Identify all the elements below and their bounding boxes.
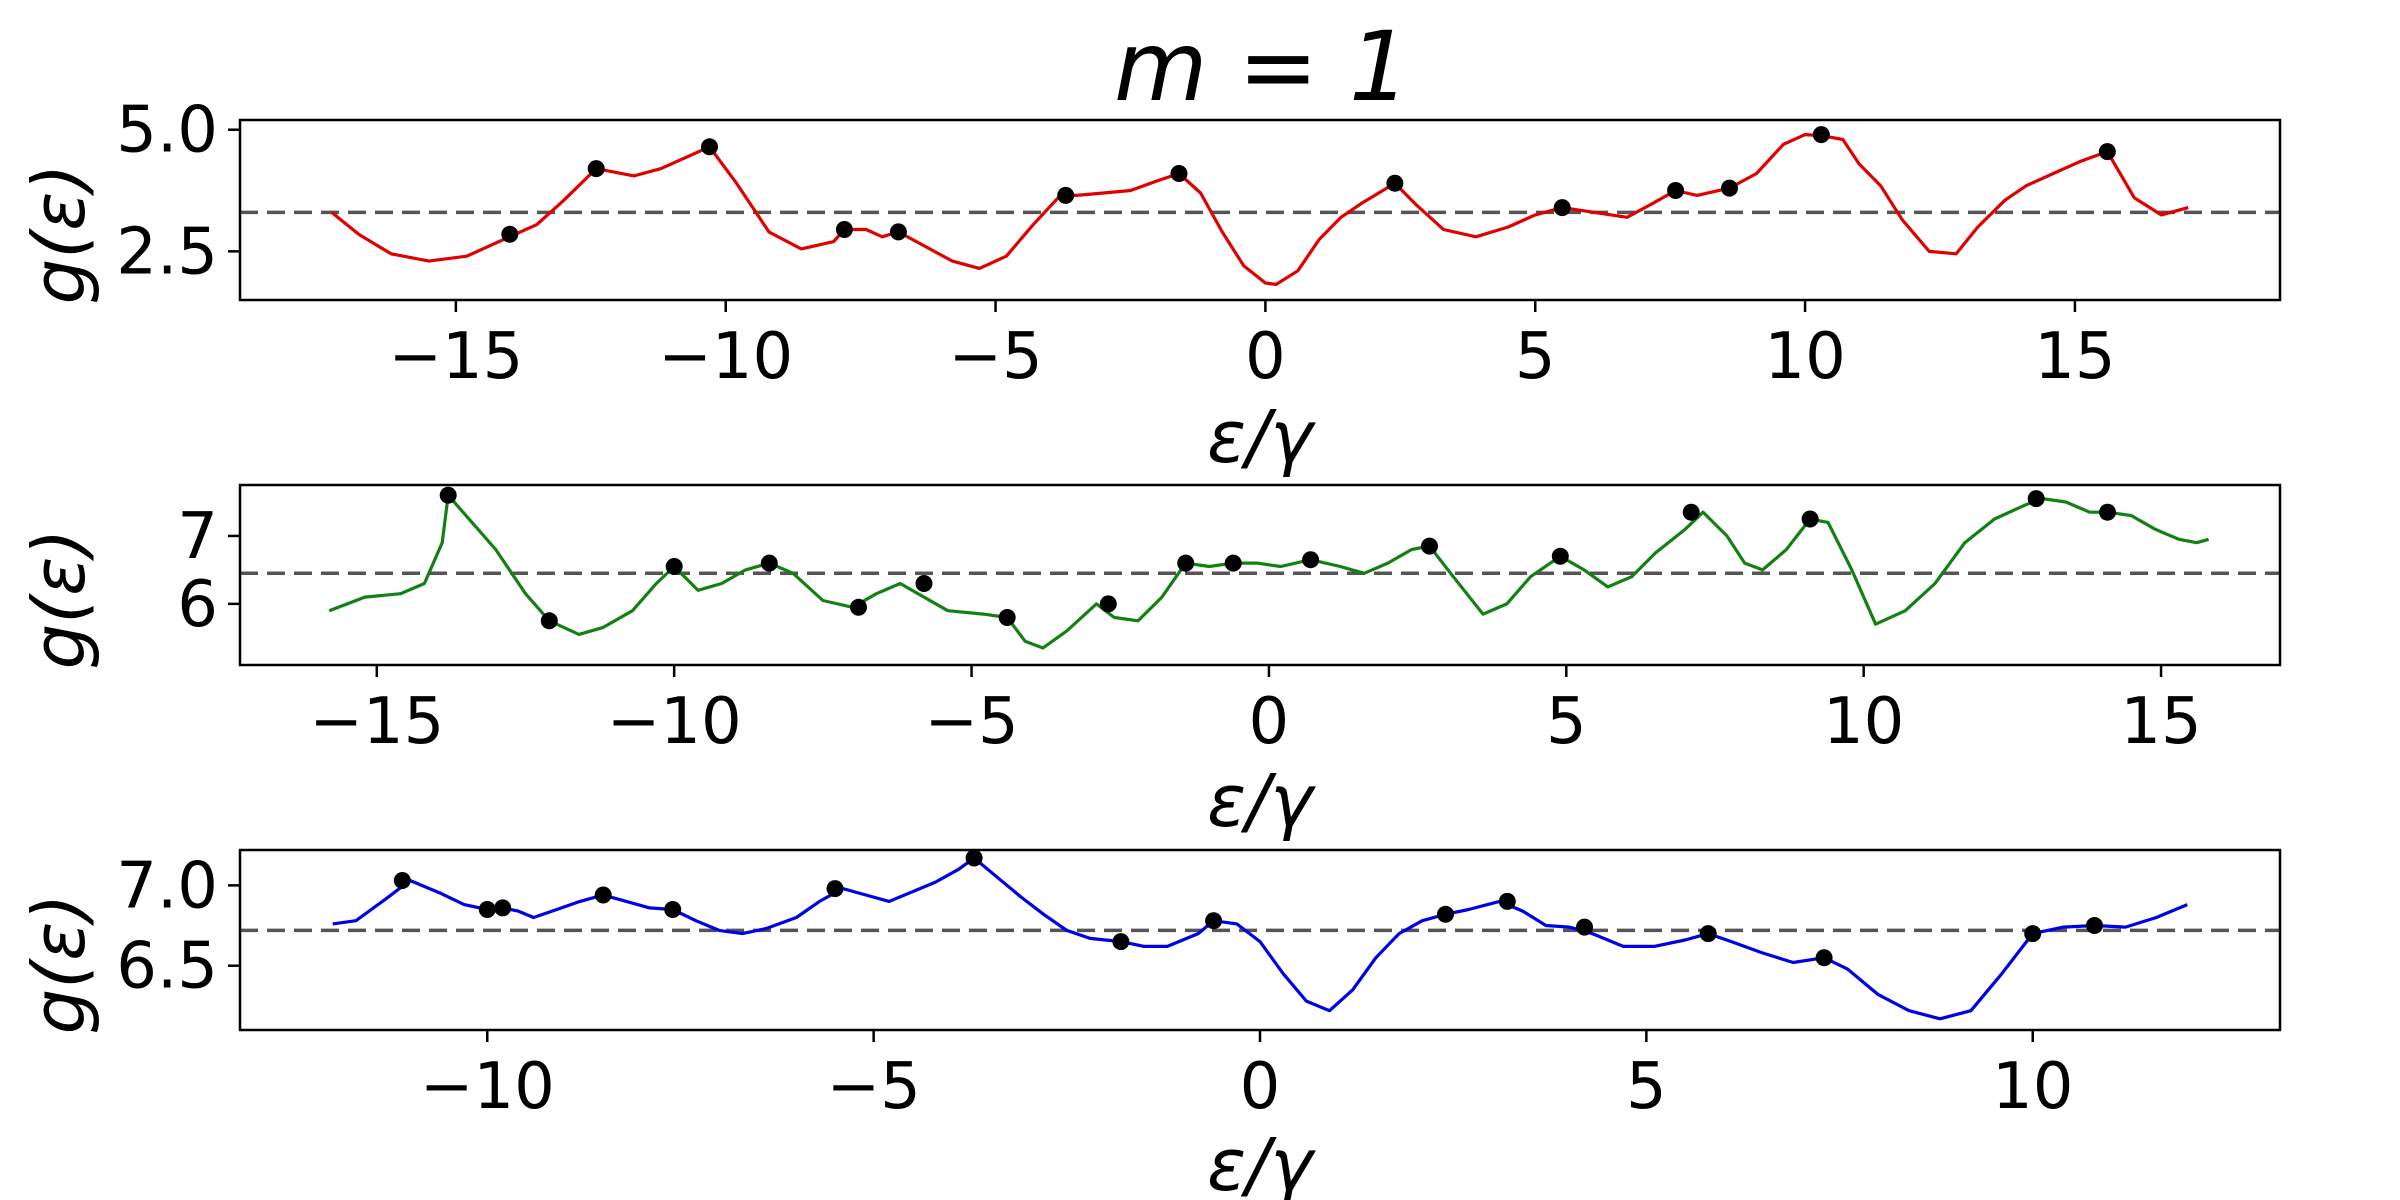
x-tick-label: −5 bbox=[948, 320, 1042, 394]
y-tick-label: 7 bbox=[177, 500, 218, 574]
axes-frame bbox=[238, 483, 2282, 667]
x-tick-label: 10 bbox=[1764, 320, 1845, 394]
data-point-marker bbox=[1302, 551, 1320, 569]
series-line bbox=[328, 493, 2210, 650]
data-point-marker bbox=[1386, 174, 1404, 192]
series-line bbox=[332, 856, 2188, 1021]
x-tick-label: −10 bbox=[607, 685, 742, 759]
x-axis-label: ε/γ bbox=[1207, 395, 1316, 479]
data-point-marker bbox=[1099, 595, 1117, 613]
data-point-marker bbox=[501, 225, 519, 243]
subplot-2: −15 −10 −5 0 5 10 15 67 ε/γ g(ε) bbox=[17, 483, 2282, 843]
x-tick-label: 0 bbox=[1240, 1050, 1281, 1124]
data-point-marker bbox=[915, 575, 933, 592]
data-point-marker bbox=[850, 598, 867, 616]
data-point-marker bbox=[2099, 503, 2116, 521]
x-tick-label: −5 bbox=[826, 1050, 920, 1124]
data-point-marker bbox=[1112, 933, 1130, 951]
data-point-marker bbox=[540, 612, 558, 630]
x-tick-label: 5 bbox=[1546, 685, 1587, 759]
data-point-marker bbox=[1057, 186, 1075, 204]
data-point-marker bbox=[835, 221, 853, 238]
axes-frame bbox=[238, 118, 2282, 302]
data-point-marker bbox=[1553, 199, 1571, 217]
x-tick-label: 5 bbox=[1626, 1050, 1667, 1124]
y-tick-label: 2.5 bbox=[116, 215, 218, 289]
x-tick-label: −10 bbox=[658, 320, 793, 394]
figure-title: m = 1 bbox=[1114, 11, 1410, 123]
x-tick-label: −10 bbox=[420, 1050, 555, 1124]
data-point-marker bbox=[478, 901, 496, 918]
y-tick-label: 5.0 bbox=[116, 94, 218, 168]
y-tick-label: 6 bbox=[177, 568, 218, 642]
data-point-marker bbox=[1421, 537, 1438, 555]
data-point-marker bbox=[1815, 949, 1833, 967]
x-tick-label: 15 bbox=[2120, 685, 2201, 759]
y-axis-label: g(ε) bbox=[17, 894, 101, 1035]
data-point-marker bbox=[1682, 503, 1700, 521]
data-point-marker bbox=[998, 609, 1016, 626]
data-point-marker bbox=[1205, 912, 1223, 930]
y-axis-label: g(ε) bbox=[17, 529, 101, 670]
data-point-marker bbox=[1721, 179, 1738, 197]
data-point-marker bbox=[594, 886, 612, 904]
data-point-marker bbox=[1576, 918, 1593, 936]
data-point-marker bbox=[1170, 165, 1188, 182]
x-tick-label: 10 bbox=[1992, 1050, 2073, 1124]
data-point-marker bbox=[1812, 126, 1830, 144]
subplot-3: −10 −5 0 5 10 6.57.0 ε/γ g(ε) bbox=[17, 848, 2282, 1200]
series-line bbox=[330, 133, 2189, 286]
x-tick-label: 15 bbox=[2034, 320, 2115, 394]
data-point-marker bbox=[664, 901, 682, 918]
data-point-marker bbox=[701, 138, 718, 156]
data-point-marker bbox=[587, 160, 605, 178]
data-point-marker bbox=[2024, 925, 2042, 943]
subplot-1: −15 −10 −5 0 5 10 15 2.5 5.0 ε/γ g(ε) bbox=[17, 94, 2282, 479]
data-point-marker bbox=[1437, 905, 1454, 923]
x-tick-label: −5 bbox=[924, 685, 1018, 759]
y-axis-label: g(ε) bbox=[17, 164, 101, 305]
x-tick-label: 5 bbox=[1515, 320, 1556, 394]
data-point-marker bbox=[1498, 892, 1516, 910]
x-axis-label: ε/γ bbox=[1207, 759, 1316, 843]
data-point-marker bbox=[1667, 182, 1685, 199]
data-point-marker bbox=[1801, 510, 1819, 528]
x-axis-label: ε/γ bbox=[1207, 1123, 1316, 1200]
data-point-marker bbox=[2086, 917, 2103, 934]
data-point-marker bbox=[1551, 547, 1569, 565]
data-point-marker bbox=[2027, 490, 2045, 508]
x-tick-label: 0 bbox=[1249, 685, 1290, 759]
y-tick-label: 7.0 bbox=[116, 849, 218, 923]
data-point-marker bbox=[965, 849, 983, 867]
data-point-marker bbox=[1224, 554, 1242, 572]
x-tick-label: −15 bbox=[388, 320, 523, 394]
data-point-marker bbox=[1177, 554, 1195, 572]
data-point-marker bbox=[393, 872, 411, 889]
data-point-marker bbox=[2098, 143, 2116, 161]
x-tick-label: 10 bbox=[1823, 685, 1904, 759]
data-point-marker bbox=[439, 486, 457, 504]
data-point-marker bbox=[760, 554, 778, 572]
y-tick-label: 6.5 bbox=[116, 930, 218, 1004]
x-tick-label: −15 bbox=[309, 685, 444, 759]
x-tick-label: 0 bbox=[1245, 320, 1286, 394]
subplot-stack: −15 −10 −5 0 5 10 15 2.5 5.0 ε/γ g(ε) −15 −10 −5 0 5 10 1… bbox=[17, 94, 2282, 1200]
data-point-marker bbox=[826, 880, 844, 898]
data-point-marker bbox=[1699, 925, 1717, 943]
data-point-marker bbox=[665, 558, 683, 575]
data-point-marker bbox=[889, 223, 907, 241]
data-point-marker bbox=[494, 899, 512, 917]
